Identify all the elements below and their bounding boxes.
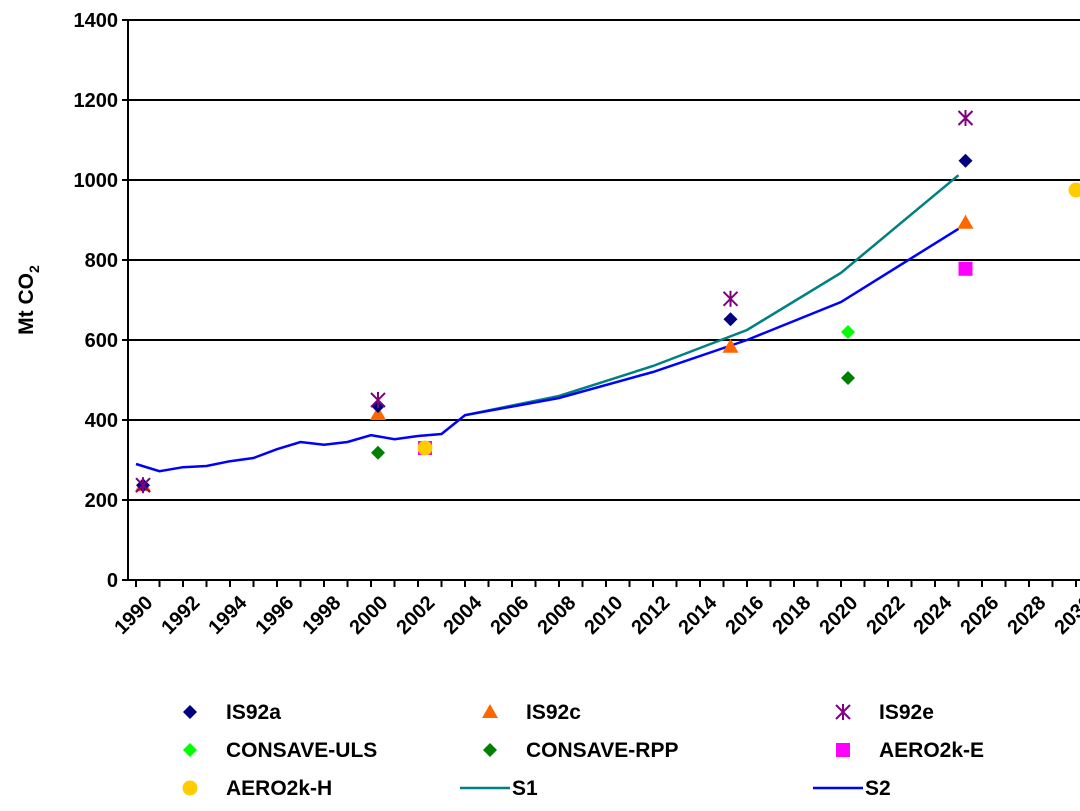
x-tick-label: 1990 [110,592,157,639]
x-tick-label: 2002 [392,592,439,639]
legend-item-is92c: IS92c [482,701,581,724]
legend-label: S2 [865,777,891,800]
x-tick-label: 2026 [956,592,1003,639]
data-point [958,153,973,168]
legend-swatch [183,705,197,719]
legend-swatch [482,704,498,718]
data-point [958,261,973,276]
x-tick-label: 2012 [627,592,674,639]
legend-label: IS92c [526,701,581,724]
series-line-s2 [135,227,960,473]
x-tick-label: 2004 [439,591,487,639]
data-point [417,440,433,456]
legend-item-aero2k-h: AERO2k-H [182,777,332,800]
y-tick-label: 1000 [74,170,119,192]
y-tick-label: 400 [85,410,118,432]
y-tick-label: 1400 [74,10,119,32]
legend-label: IS92a [226,701,281,724]
data-point [957,214,974,229]
x-tick-label: 1996 [251,592,298,639]
series-consave-rpp [371,371,855,460]
legend-label: AERO2k-H [226,777,332,800]
x-tick-label: 2010 [580,592,627,639]
x-tick-label: 2028 [1003,592,1050,639]
legend-label: CONSAVE-RPP [526,739,678,762]
legend-item-consave-rpp: CONSAVE-RPP [483,739,678,762]
legend-label: AERO2k-E [879,739,984,762]
legend-label: CONSAVE-ULS [226,739,377,762]
y-tick-label: 1200 [74,90,119,112]
legend-item-s2: S2 [813,777,891,800]
y-tick-label: 800 [85,250,118,272]
x-tick-label: 2008 [533,592,580,639]
data-point [723,312,738,327]
y-axis-title-main: Mt CO [15,273,38,335]
x-tick-labels: 1990 1992 1994 1996 1998 2000 2002 2004 2006 2008… [110,591,1080,639]
y-tick-label: 0 [107,570,118,592]
legend-label: S1 [512,777,538,800]
x-tick-label: 2018 [768,592,815,639]
series-aero2k-h [417,182,1080,456]
series-layer [135,110,1080,494]
y-tick-label: 600 [85,330,118,352]
data-point [957,110,974,126]
data-point [1068,182,1080,198]
x-tick-label: 2000 [345,592,392,639]
data-point [841,325,855,339]
series-s1 [464,174,960,417]
series-is92c [135,214,974,492]
legend-swatch [182,780,198,796]
y-axis-title: Mt CO2 [15,265,42,335]
series-line-s1 [464,174,960,417]
x-tick-label: 1998 [298,592,345,639]
legend-label: IS92e [879,701,934,724]
gridlines [128,19,1080,501]
x-tick-label: 2024 [909,591,957,639]
legend-item-is92a: IS92a [183,701,281,724]
data-point [841,371,855,385]
legend-item-is92e: IS92e [835,701,934,724]
y-axis-title-subscript: 2 [26,265,42,273]
series-is92a [136,153,973,493]
data-point [722,290,739,307]
legend-swatch [836,743,850,757]
series-consave-uls [841,325,855,339]
data-point [370,392,386,408]
x-tick-label: 2016 [721,592,768,639]
legend-item-consave-uls: CONSAVE-ULS [183,739,377,762]
data-point [722,338,739,353]
y-tick-labels: 0 200 400 600 800 1000 1200 1400 [74,10,119,592]
x-tick-label: 1994 [204,591,252,639]
y-tick-label: 200 [85,490,118,512]
series-is92e [135,110,974,494]
legend-swatch [483,743,497,757]
legend-item-aero2k-e: AERO2k-E [836,739,984,762]
legend-item-s1: S1 [460,777,538,800]
x-tick-label: 2020 [815,592,862,639]
x-tick-label: 2022 [862,592,909,639]
x-tick-label: 2006 [486,592,533,639]
data-point [371,445,385,460]
series-s2 [135,227,960,473]
legend: IS92a IS92c IS92e CONSAVE-ULS CONSAVE-RPP AER… [182,701,984,800]
x-tick-label: 2030 [1050,592,1080,639]
data-point [135,477,151,494]
axes [122,19,1080,587]
x-tick-label: 1992 [157,592,204,639]
x-tick-label: 2014 [674,591,722,639]
legend-swatch [835,704,851,720]
legend-swatch [183,743,197,757]
